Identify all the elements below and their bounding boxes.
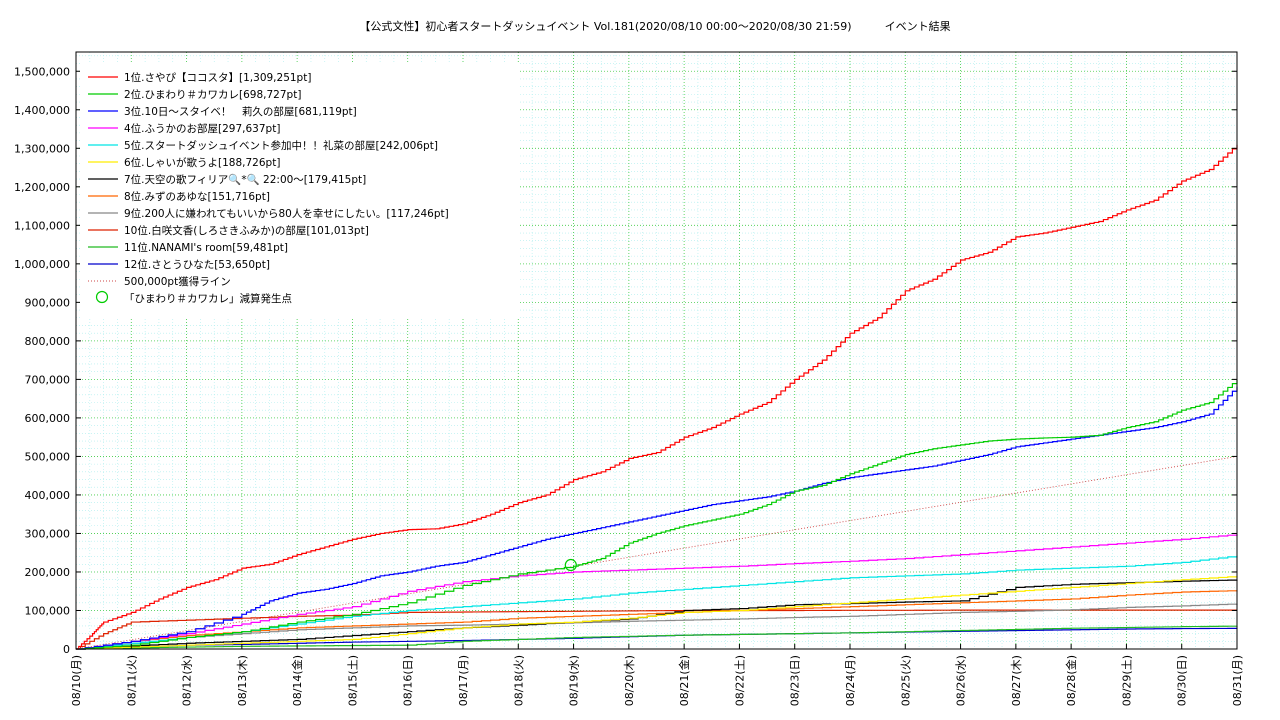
y-tick-label: 100,000 [25,604,71,617]
x-tick-label: 08/31(月) [1231,655,1244,706]
legend-label: 5位.スタートダッシュイベント参加中！！礼菜の部屋[242,006pt] [124,139,438,152]
x-tick-label: 08/21(金) [677,655,691,706]
x-tick-label: 08/27(木) [1010,655,1023,706]
legend-label: 8位.みずのあゆな[151,716pt] [124,190,270,203]
x-tick-label: 08/13(木) [236,655,249,706]
x-tick-label: 08/30(日) [1176,655,1189,706]
y-tick-label: 800,000 [25,335,71,348]
y-tick-label: 700,000 [25,373,71,386]
y-tick-label: 300,000 [25,527,71,540]
x-tick-label: 08/17(月) [457,655,470,706]
legend-label: 10位.白咲文香(しろさきふみか)の部屋[101,013pt] [124,224,369,237]
series-line-rank-9 [76,603,1238,650]
legend-label: 3位.10日～スタイベ！ 莉久の部屋[681,119pt] [124,105,357,118]
x-tick-label: 08/18(火) [512,655,525,706]
y-tick-label: 900,000 [25,296,71,309]
legend-label: 7位.天空の歌フィリア🔍*🔍 22:00～[179,415pt] [124,172,366,186]
y-tick-label: 200,000 [25,566,71,579]
x-tick-label: 08/26(水) [955,655,968,706]
series-line-rank-2 [76,379,1238,650]
legend-label: 11位.NANAMI's room[59,481pt] [124,241,288,254]
y-tick-label: 1,500,000 [14,65,70,78]
x-tick-label: 08/29(土) [1120,655,1133,706]
x-tick-label: 08/19(水) [568,655,581,706]
reference-line-500k [75,455,1238,650]
y-tick-label: 1,400,000 [14,104,70,117]
legend-label: 12位.さとうひなた[53,650pt] [124,258,270,271]
x-tick-label: 08/11(火) [125,655,138,706]
legend-label: 1位.さやぴ【ココスタ】[1,309,251pt] [124,71,311,84]
series-line-rank-4 [76,534,1238,650]
y-tick-label: 1,000,000 [14,258,70,271]
x-tick-label: 08/23(日) [789,655,802,706]
x-tick-label: 08/24(月) [844,655,857,706]
x-tick-label: 08/15(土) [346,655,359,706]
legend-label-marker: 「ひまわり＃カワカレ」減算発生点 [124,292,292,305]
x-tick-label: 08/12(水) [181,655,194,706]
x-tick-label: 08/25(火) [899,655,912,706]
legend-label: 9位.200人に嫌われてもいいから80人を幸せにしたい。[117,246pt] [124,207,449,220]
y-tick-label: 1,100,000 [14,219,70,232]
y-tick-label: 1,300,000 [14,142,70,155]
legend: 1位.さやぴ【ココスタ】[1,309,251pt] 2位.ひまわり＃カワカレ[69… [80,62,520,318]
y-tick-label: 400,000 [25,489,71,502]
x-tick-label: 08/16(日) [402,655,415,706]
x-tick-label: 08/10(月) [70,655,83,706]
series-line-rank-7 [76,579,1238,650]
series-line-rank-3 [76,386,1238,650]
legend-label: 2位.ひまわり＃カワカレ[698,727pt] [124,88,301,101]
legend-label: 4位.ふうかのお部屋[297,637pt] [124,122,280,135]
reduction-marker [564,558,577,572]
axes: 0 100,000 200,000 300,000 400,000 500,000 600,… [14,51,1244,706]
legend-label: 6位.しゃいが歌うよ[188,726pt] [124,156,280,169]
series-line-rank-8 [76,590,1238,650]
x-tick-label: 08/28(金) [1064,655,1078,706]
x-tick-label: 08/14(金) [290,655,304,706]
chart-title: 【公式文性】初心者スタートダッシュイベント Vol.181(2020/08/10… [359,19,950,33]
legend-swatch-marker [95,290,109,304]
x-tick-label: 08/20(木) [623,655,636,706]
series-layer [75,144,1238,650]
series-line-rank-11 [76,625,1238,650]
y-tick-label: 500,000 [25,450,71,463]
series-line-rank-6 [76,576,1238,650]
x-tick-label: 08/22(土) [733,655,746,706]
y-tick-label: 0 [63,643,70,656]
y-tick-label: 1,200,000 [14,181,70,194]
series-line-rank-1 [76,144,1238,650]
legend-background [80,62,520,318]
y-tick-label: 600,000 [25,412,71,425]
legend-label-reference: 500,000pt獲得ライン [124,275,231,288]
series-line-rank-10 [76,609,1237,650]
